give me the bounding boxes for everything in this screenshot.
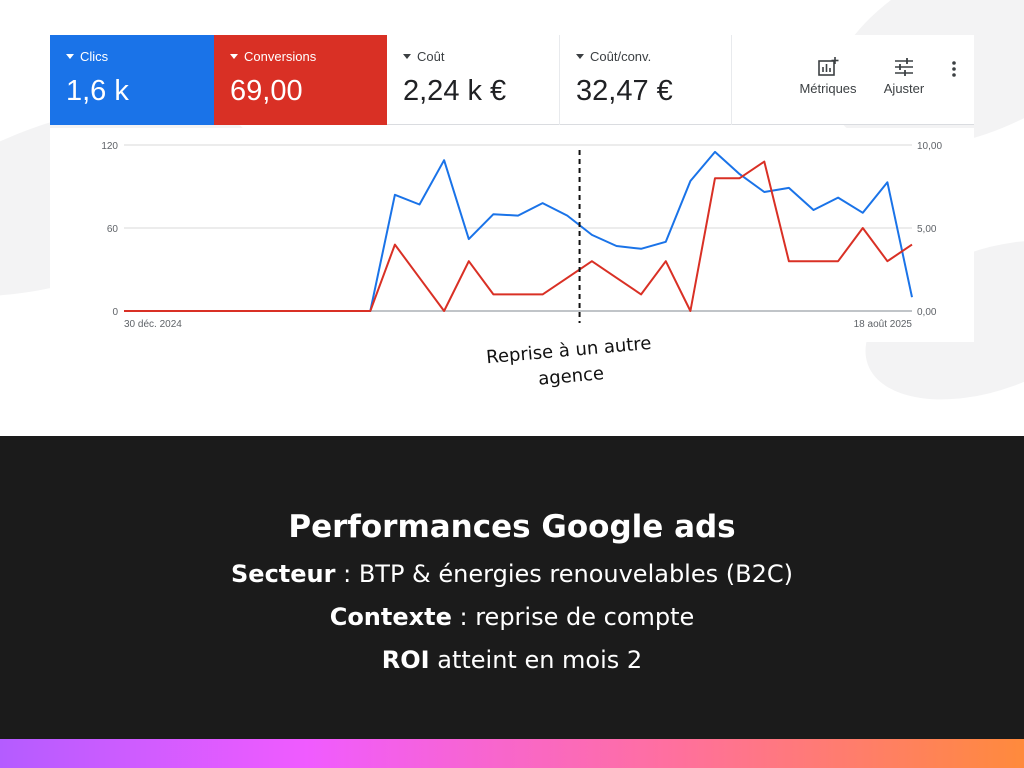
- context-line: Contexte : reprise de compte: [0, 603, 1024, 631]
- panel-title: Performances Google ads: [288, 509, 736, 545]
- context-value: : reprise de compte: [451, 603, 695, 631]
- sector-label: Secteur: [231, 560, 336, 588]
- adjust-button[interactable]: Ajuster: [866, 57, 942, 96]
- metric-value: 69,00: [230, 75, 303, 107]
- caret-down-icon[interactable]: [403, 53, 411, 59]
- context-label: Contexte: [329, 603, 452, 631]
- roi-value: atteint en mois 2: [429, 646, 643, 674]
- more-options-button[interactable]: [942, 57, 966, 79]
- chart-svg: 0 60 120 0,00 5,00 10,00 30 déc. 2024 18 août 2…: [101, 141, 942, 330]
- y-right-tick-label: 5,00: [917, 224, 937, 235]
- roi-line: ROI atteint en mois 2: [0, 646, 1024, 674]
- caret-down-icon[interactable]: [576, 53, 584, 59]
- tune-sliders-icon: [895, 58, 913, 76]
- metric-value: 32,47 €: [576, 75, 673, 107]
- caret-down-icon[interactable]: [230, 53, 238, 59]
- metric-label-row: Conversions: [230, 48, 387, 64]
- sector-value: : BTP & énergies renouvelables (B2C): [335, 560, 793, 588]
- chart-grid: [124, 144, 912, 312]
- metrics-button[interactable]: Métriques: [790, 57, 866, 96]
- metric-card-cout[interactable]: Coût 2,24 k €: [387, 35, 560, 125]
- metric-card-conversions[interactable]: Conversions 69,00: [214, 35, 387, 125]
- x-start-label: 30 déc. 2024: [124, 319, 182, 330]
- y-left-tick-label: 120: [101, 141, 118, 152]
- sector-line: Secteur : BTP & énergies renouvelables (…: [0, 560, 1024, 588]
- add-chart-icon: [818, 57, 839, 76]
- metric-label-row: Coût/conv.: [576, 48, 731, 64]
- adjust-button-label: Ajuster: [883, 81, 925, 96]
- caret-down-icon[interactable]: [66, 53, 74, 59]
- y-right-tick-label: 0,00: [917, 307, 937, 318]
- chart-series: [124, 150, 913, 312]
- chart-labels: 0 60 120 0,00 5,00 10,00 30 déc. 2024 18 août 2…: [101, 141, 942, 330]
- metric-label-row: Coût: [403, 48, 559, 64]
- metric-label: Clics: [80, 48, 109, 64]
- roi-label: ROI: [381, 646, 430, 674]
- more-vert-icon: [952, 61, 956, 77]
- metric-value: 2,24 k €: [403, 75, 507, 107]
- metric-label: Coût/conv.: [590, 48, 652, 64]
- y-left-tick-label: 60: [107, 224, 119, 235]
- series-line-clics: [124, 150, 913, 312]
- metrics-button-label: Métriques: [799, 81, 857, 96]
- performance-chart: 0 60 120 0,00 5,00 10,00 30 déc. 2024 18 août 2…: [50, 128, 974, 342]
- metric-label: Coût: [417, 48, 445, 64]
- summary-panel: Performances Google ads Secteur : BTP & …: [0, 436, 1024, 739]
- metric-label-row: Clics: [66, 48, 214, 64]
- series-line-conversions: [124, 160, 913, 312]
- metric-card-cout-conv[interactable]: Coût/conv. 32,47 €: [560, 35, 732, 125]
- gradient-footer-bar: [0, 739, 1024, 768]
- x-end-label: 18 août 2025: [854, 319, 913, 330]
- y-left-tick-label: 0: [112, 307, 118, 318]
- chart-tools: Métriques Ajuster: [732, 35, 974, 124]
- screenshot-area: Clics 1,6 k Conversions 69,00 Coût 2,24 …: [0, 0, 1024, 431]
- y-right-tick-label: 10,00: [917, 141, 942, 152]
- metric-card-clics[interactable]: Clics 1,6 k: [50, 35, 214, 125]
- metric-label: Conversions: [244, 48, 317, 64]
- metric-value: 1,6 k: [66, 75, 129, 107]
- metrics-bar: Clics 1,6 k Conversions 69,00 Coût 2,24 …: [50, 35, 974, 125]
